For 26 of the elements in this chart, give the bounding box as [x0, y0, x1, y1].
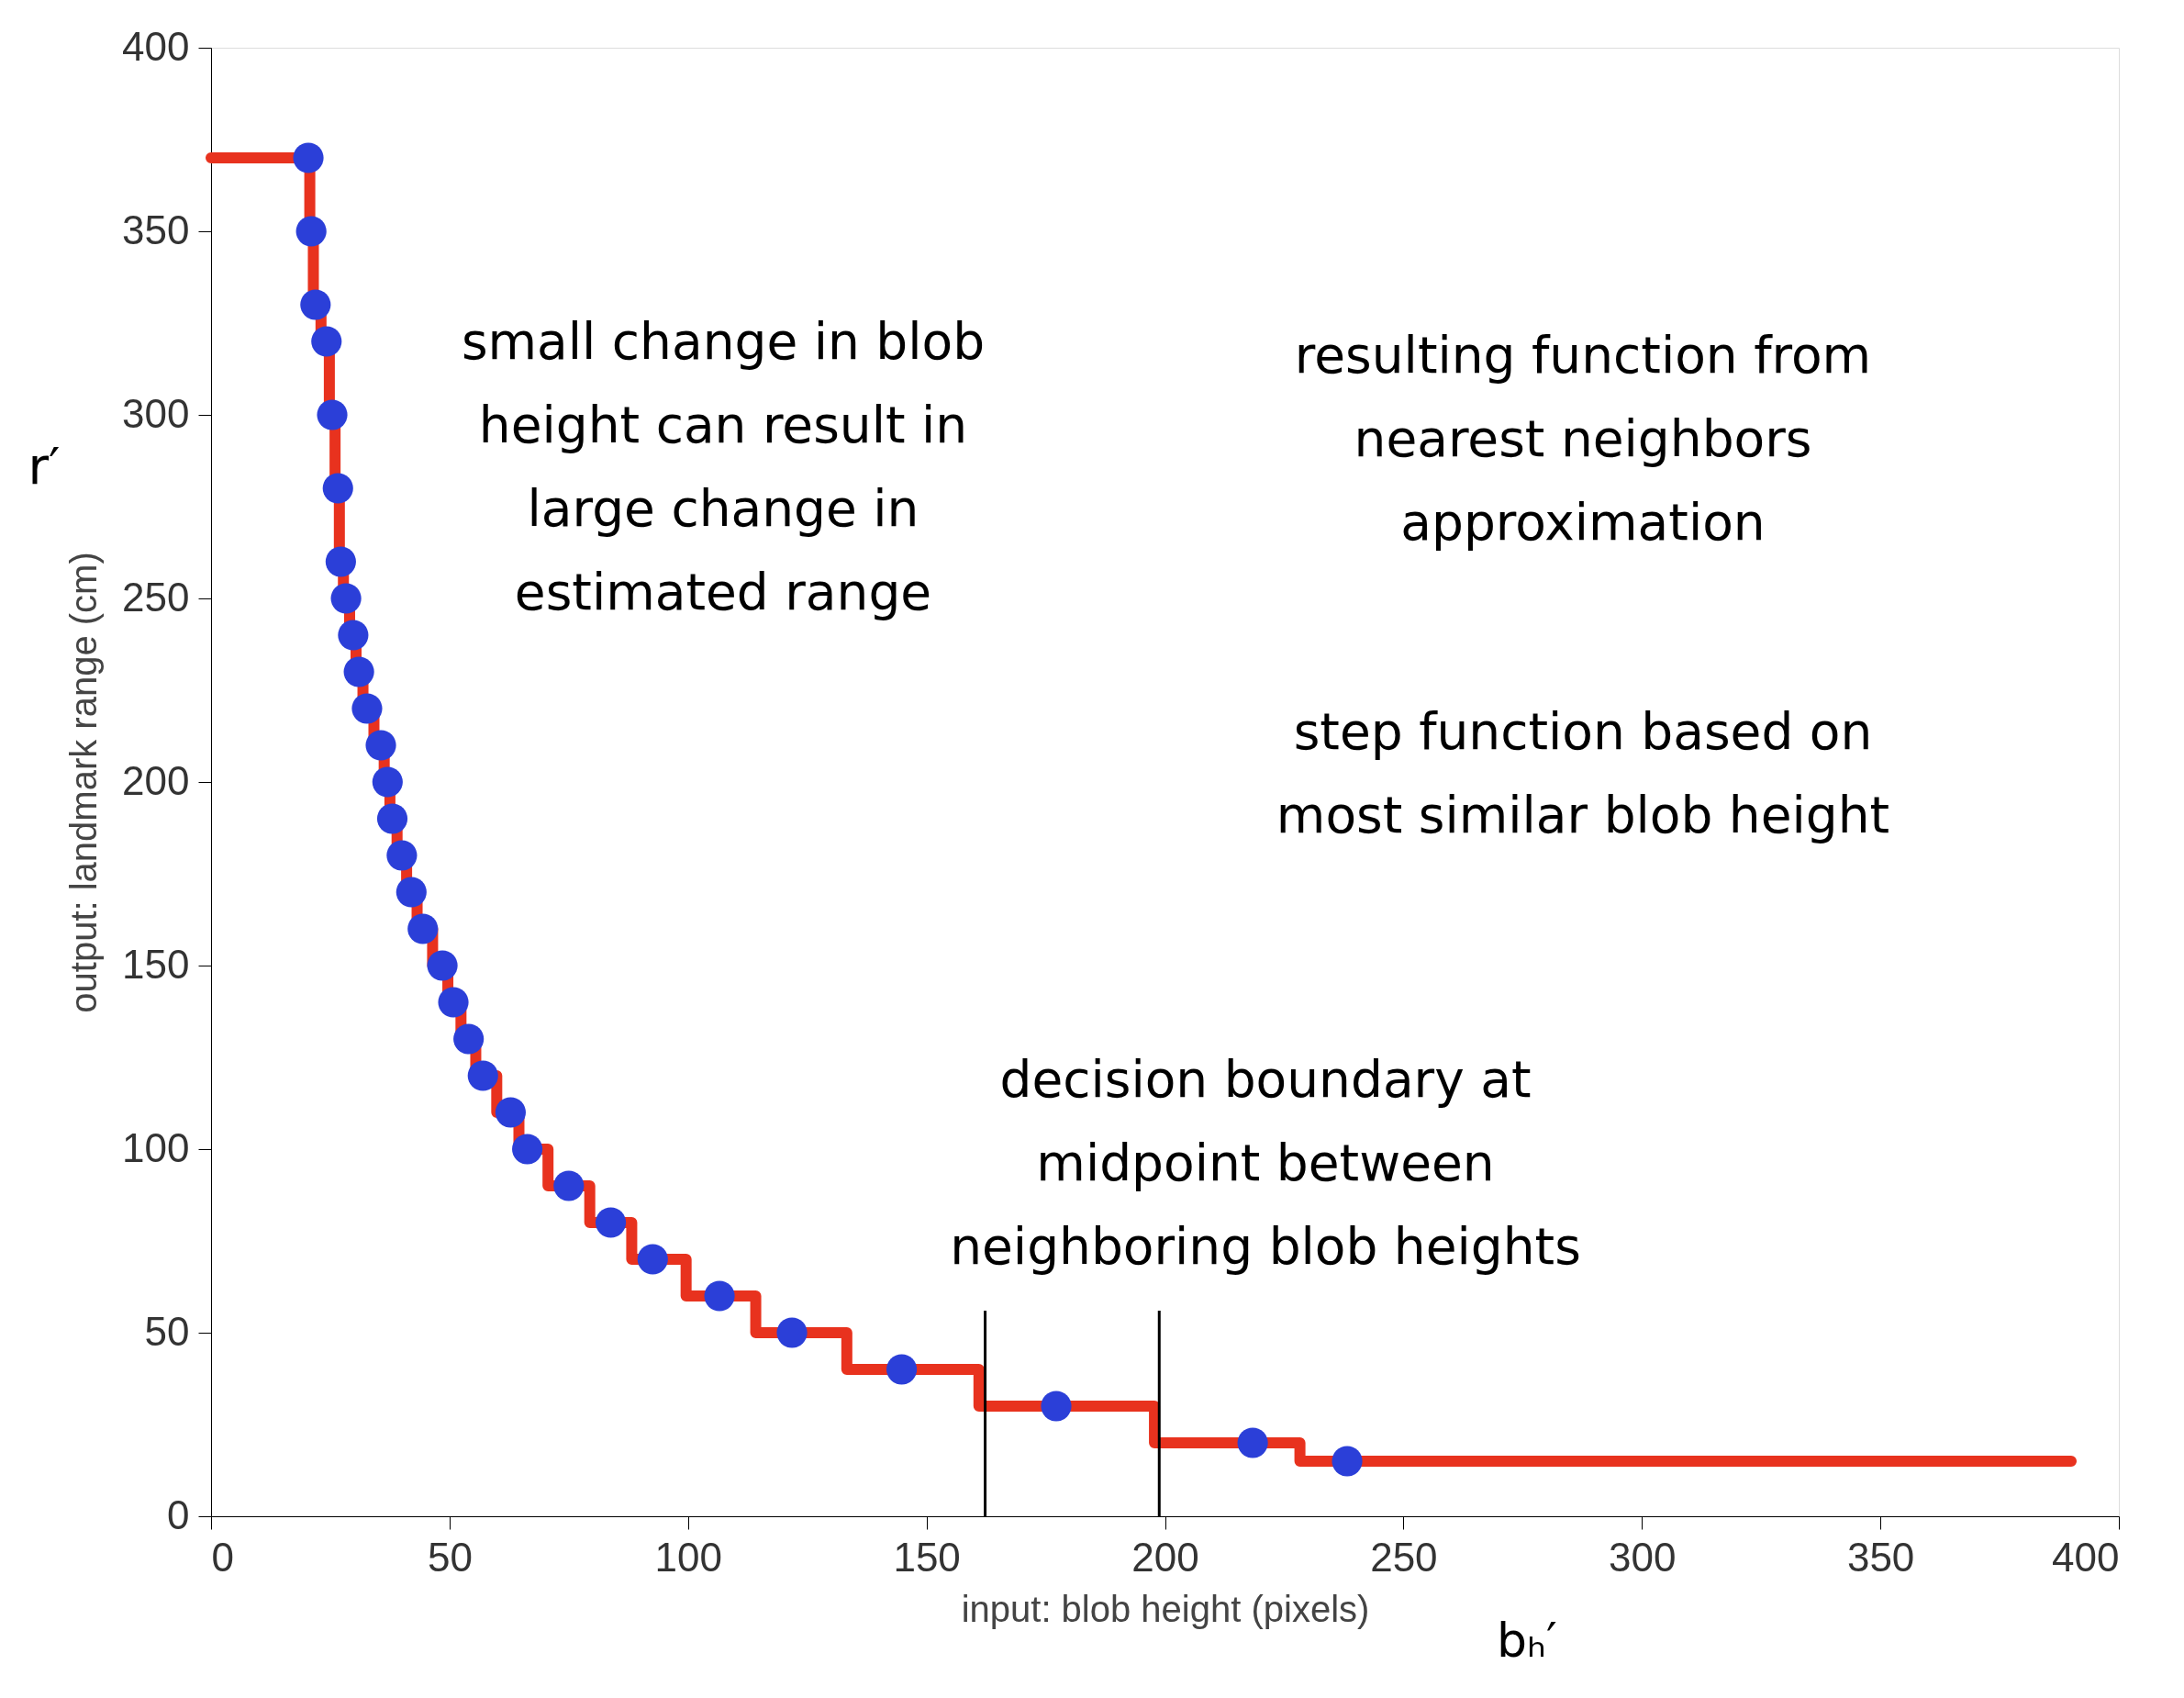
y-tick-label: 50: [144, 1308, 190, 1354]
x-tick-label: 100: [654, 1534, 722, 1580]
x-tick-label: 150: [893, 1534, 961, 1580]
x-tick-label: 200: [1131, 1534, 1199, 1580]
x-tick-label: 350: [1846, 1534, 1915, 1580]
x-axis-title: input: blob height (pixels): [961, 1588, 1370, 1629]
annotation: small change in blob height can result in large change in estimated range: [461, 312, 986, 621]
text: bₕ′: [1497, 1613, 1557, 1668]
y-tick-label: 200: [122, 757, 190, 803]
y-tick-label: 350: [122, 207, 190, 252]
y-tick-label: 100: [122, 1124, 190, 1170]
y-tick-label: 150: [122, 941, 190, 987]
y-axis-title: output: landmark range (cm): [63, 552, 105, 1013]
y-tick-label: 400: [122, 23, 190, 69]
annotation: decision boundary at midpoint between neighboring blob heights: [950, 1050, 1581, 1276]
annotation: resulting function from nearest neighbors approximation: [1294, 326, 1872, 552]
x-tick-label: 0: [211, 1534, 234, 1580]
x-tick-label: 250: [1370, 1534, 1438, 1580]
text: r′: [28, 437, 61, 496]
annotation: step function based on most similar blob height: [1276, 702, 1890, 844]
y-tick-label: 300: [122, 390, 190, 436]
y-tick-label: 250: [122, 574, 190, 620]
x-tick-label: 300: [1609, 1534, 1677, 1580]
x-tick-label: 400: [2052, 1534, 2120, 1580]
y-tick-label: 0: [167, 1491, 190, 1537]
x-tick-label: 50: [427, 1534, 473, 1580]
